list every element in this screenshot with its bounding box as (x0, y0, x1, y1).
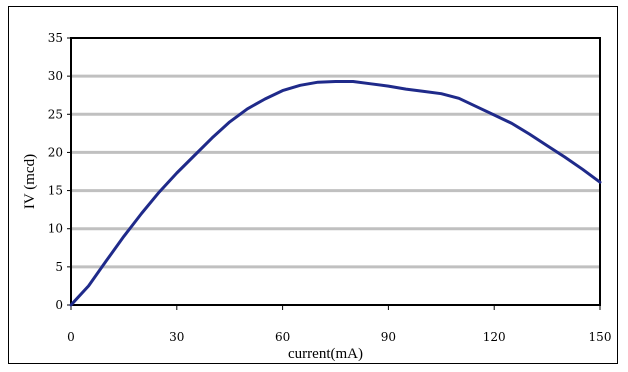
x-axis-label: current(mA) (288, 346, 363, 362)
x-tick-label-0: 0 (67, 330, 75, 344)
y-axis-label: IV (mcd) (22, 154, 38, 209)
y-tick-label-5: 5 (55, 260, 63, 274)
x-tick-label-150: 150 (589, 330, 612, 344)
y-axis-ticks: 0 5 10 15 20 25 30 35 (48, 31, 71, 312)
y-tick-label-20: 20 (48, 145, 63, 159)
x-tick-label-90: 90 (381, 330, 396, 344)
x-tick-label-30: 30 (169, 330, 184, 344)
y-tick-label-0: 0 (55, 298, 63, 312)
plot-area-border (70, 37, 601, 306)
y-tick-label-15: 15 (48, 184, 63, 198)
series-line (69, 80, 602, 307)
y-tick-label-25: 25 (48, 107, 63, 121)
y-tick-label-35: 35 (48, 31, 63, 45)
gridlines (71, 74, 600, 269)
x-axis-ticks: 0 30 60 90 120 150 (67, 305, 611, 344)
x-tick-label-60: 60 (275, 330, 290, 344)
y-tick-label-10: 10 (48, 222, 63, 236)
y-tick-label-30: 30 (48, 69, 63, 83)
x-tick-label-120: 120 (483, 330, 506, 344)
